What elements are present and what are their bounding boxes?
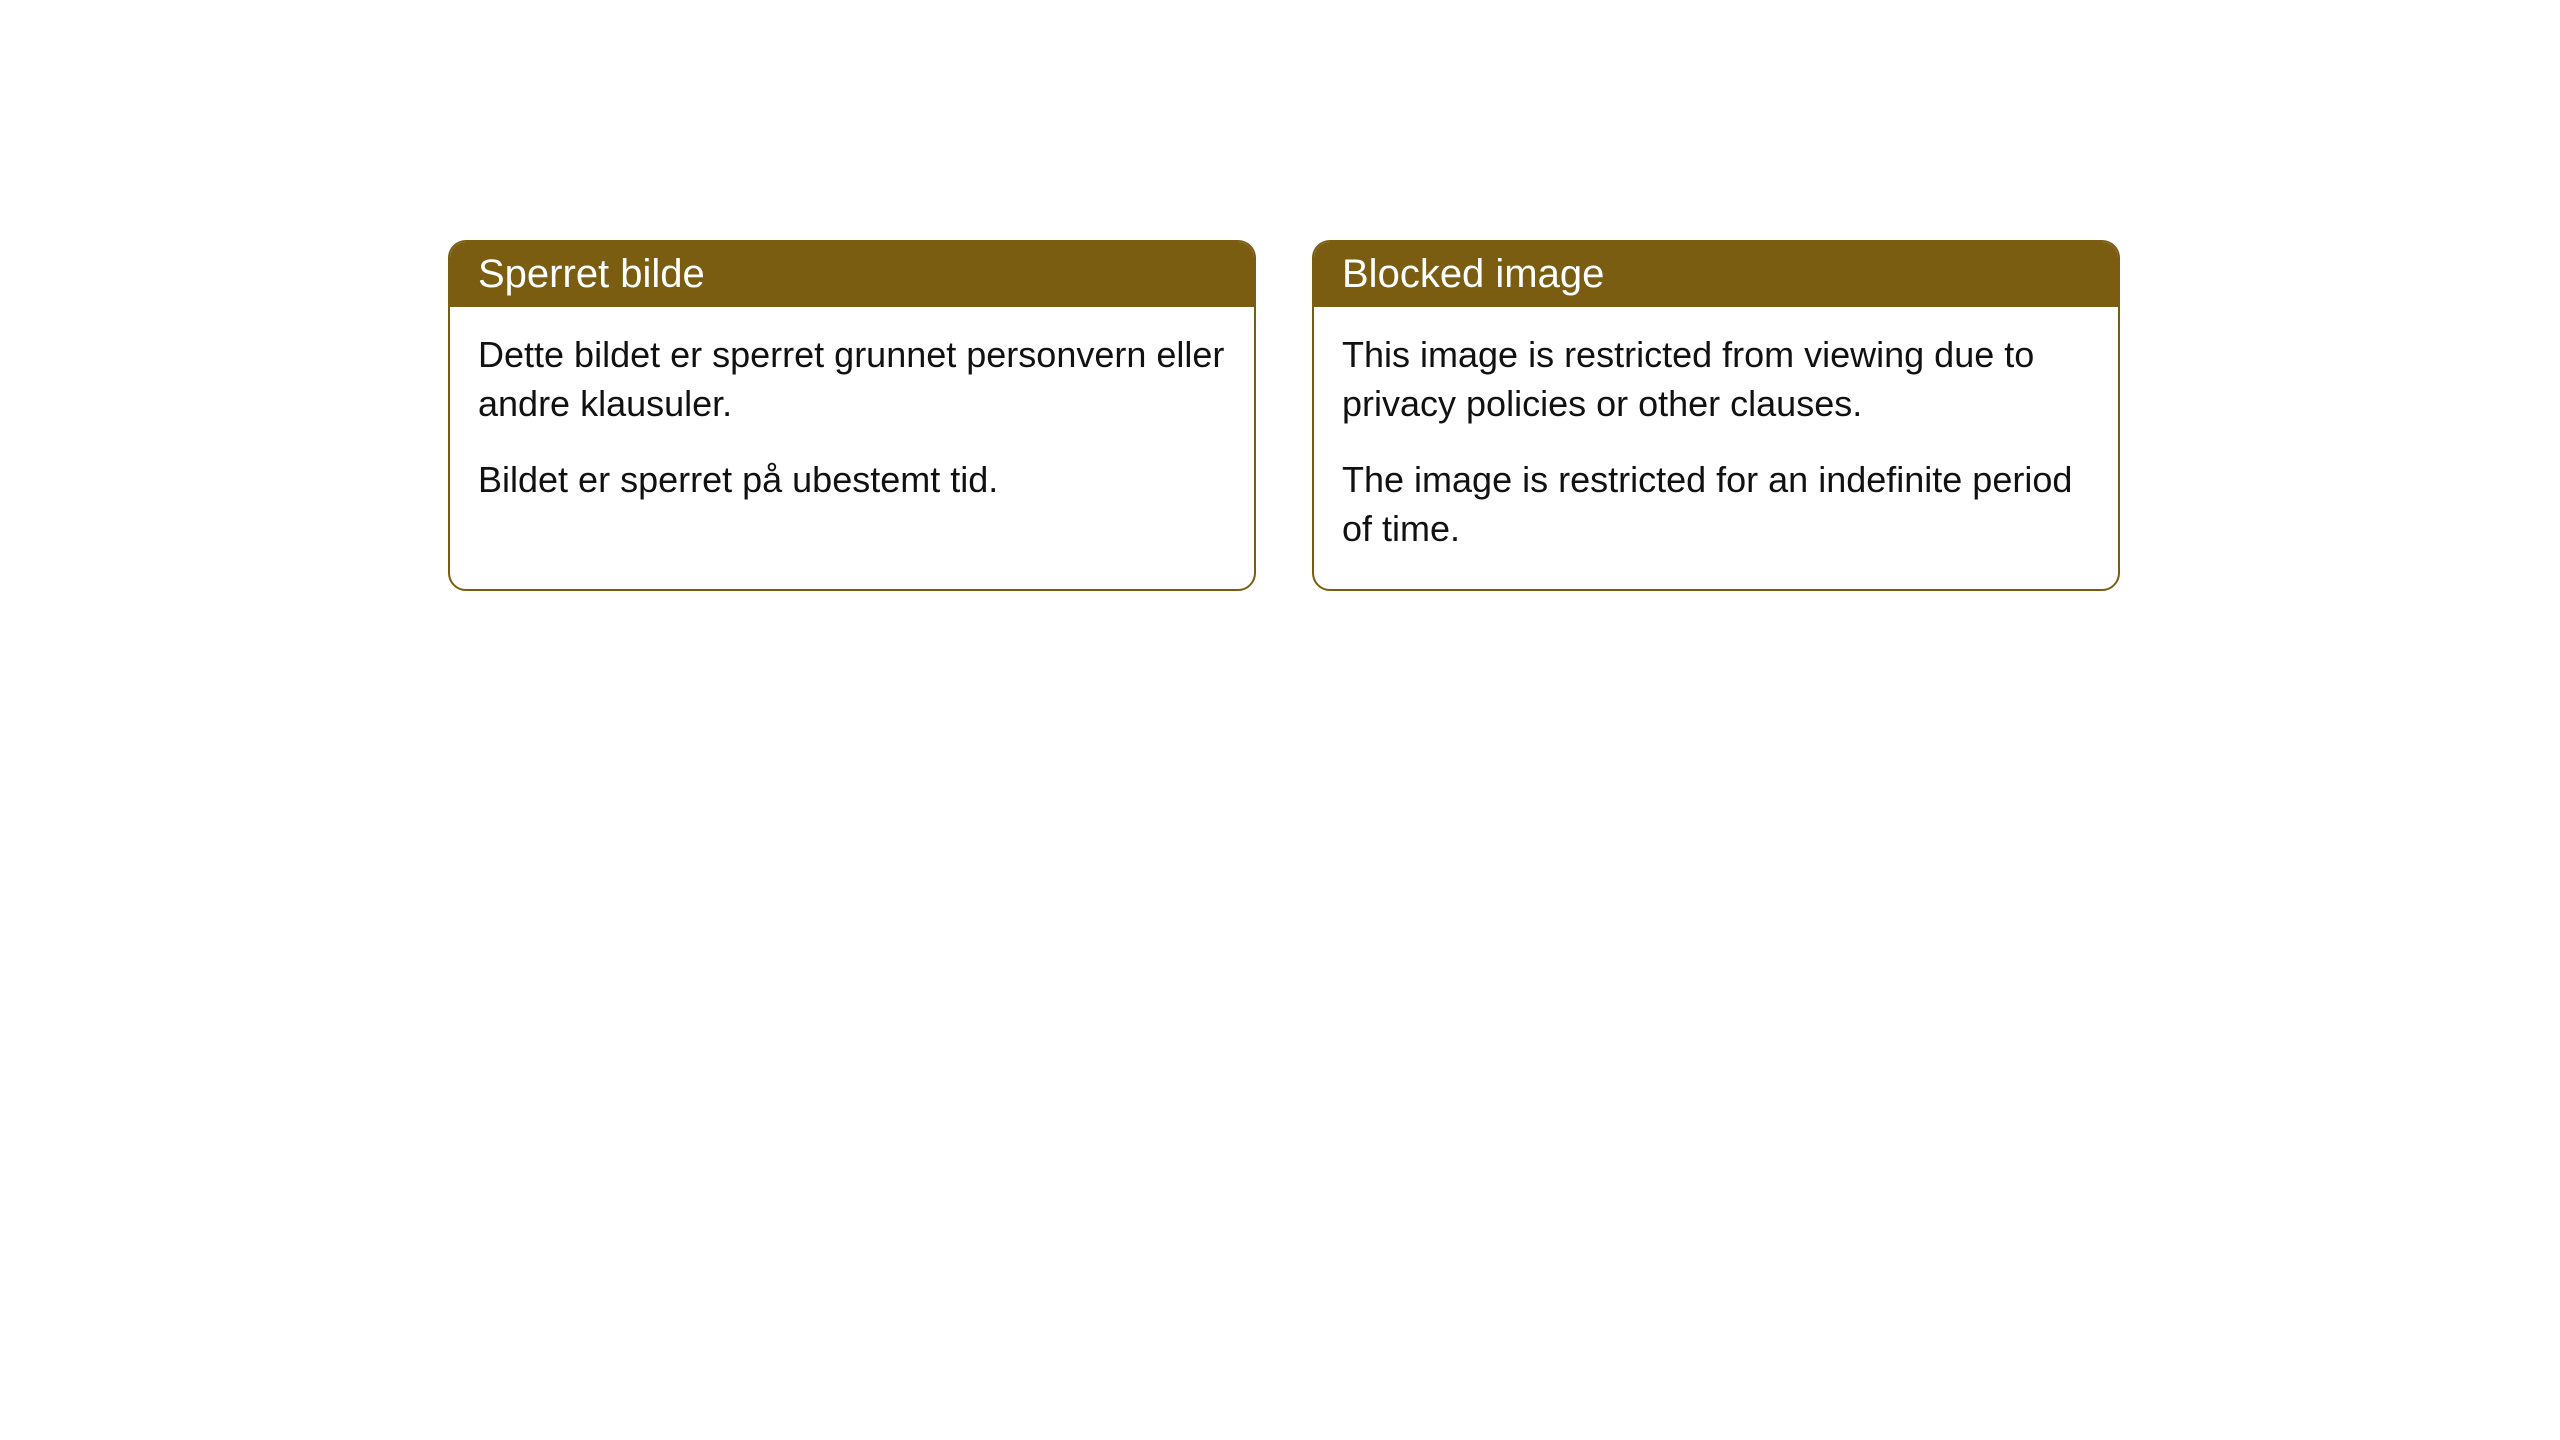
card-norwegian: Sperret bilde Dette bildet er sperret gr… <box>448 240 1256 591</box>
card-header-english: Blocked image <box>1314 242 2118 307</box>
card-paragraph1-norwegian: Dette bildet er sperret grunnet personve… <box>478 331 1226 428</box>
card-body-norwegian: Dette bildet er sperret grunnet personve… <box>450 307 1254 541</box>
card-paragraph2-norwegian: Bildet er sperret på ubestemt tid. <box>478 456 1226 505</box>
card-paragraph1-english: This image is restricted from viewing du… <box>1342 331 2090 428</box>
cards-container: Sperret bilde Dette bildet er sperret gr… <box>448 240 2120 591</box>
card-paragraph2-english: The image is restricted for an indefinit… <box>1342 456 2090 553</box>
card-body-english: This image is restricted from viewing du… <box>1314 307 2118 589</box>
card-english: Blocked image This image is restricted f… <box>1312 240 2120 591</box>
card-header-norwegian: Sperret bilde <box>450 242 1254 307</box>
